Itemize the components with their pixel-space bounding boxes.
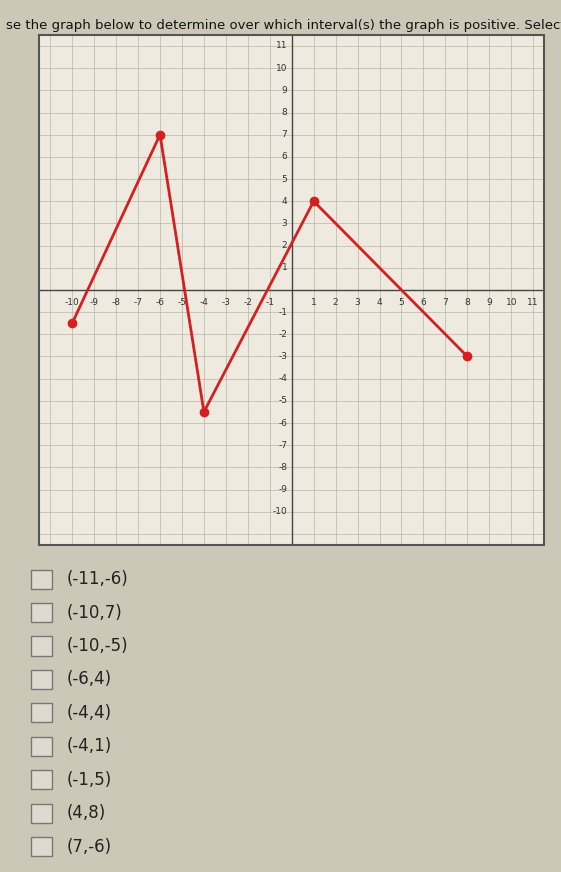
Text: 9: 9: [282, 85, 287, 95]
Text: 4: 4: [377, 297, 383, 307]
Text: 7: 7: [282, 130, 287, 140]
Text: 5: 5: [282, 174, 287, 183]
Text: (-4,4): (-4,4): [66, 704, 111, 722]
Text: -7: -7: [134, 297, 142, 307]
Text: (-6,4): (-6,4): [66, 671, 111, 688]
Text: 8: 8: [282, 108, 287, 117]
Text: -2: -2: [243, 297, 252, 307]
Text: -5: -5: [278, 397, 287, 405]
Text: 6: 6: [421, 297, 426, 307]
Text: -6: -6: [278, 419, 287, 427]
Text: (-10,-5): (-10,-5): [66, 637, 128, 655]
Text: 11: 11: [527, 297, 539, 307]
Text: 1: 1: [282, 263, 287, 272]
Text: (7,-6): (7,-6): [66, 838, 111, 855]
Text: -4: -4: [278, 374, 287, 383]
Text: 2: 2: [333, 297, 338, 307]
Text: -6: -6: [155, 297, 164, 307]
Text: -2: -2: [278, 330, 287, 339]
Text: 10: 10: [276, 64, 287, 72]
Text: 9: 9: [486, 297, 492, 307]
Text: 6: 6: [282, 153, 287, 161]
Text: (-11,-6): (-11,-6): [66, 570, 128, 588]
Text: (-10,7): (-10,7): [66, 603, 122, 622]
Text: se the graph below to determine over which interval(s) the graph is positive. Se: se the graph below to determine over whi…: [6, 19, 561, 32]
Text: -3: -3: [222, 297, 231, 307]
Text: (4,8): (4,8): [66, 804, 105, 822]
Text: (-4,1): (-4,1): [66, 738, 112, 755]
Text: 11: 11: [276, 42, 287, 51]
Text: -1: -1: [278, 308, 287, 317]
Text: 4: 4: [282, 197, 287, 206]
Text: 1: 1: [311, 297, 316, 307]
Text: -8: -8: [278, 463, 287, 472]
Text: 3: 3: [282, 219, 287, 228]
Text: -4: -4: [200, 297, 208, 307]
Text: -9: -9: [90, 297, 99, 307]
Text: 5: 5: [399, 297, 404, 307]
Text: 8: 8: [465, 297, 470, 307]
Text: -7: -7: [278, 440, 287, 450]
Text: (-1,5): (-1,5): [66, 771, 112, 788]
Text: -3: -3: [278, 352, 287, 361]
Text: 10: 10: [505, 297, 517, 307]
Text: -10: -10: [65, 297, 80, 307]
Text: -8: -8: [112, 297, 121, 307]
Text: -5: -5: [177, 297, 186, 307]
Text: -1: -1: [265, 297, 274, 307]
Text: 2: 2: [282, 241, 287, 250]
Text: 7: 7: [443, 297, 448, 307]
Text: -9: -9: [278, 485, 287, 494]
Text: 3: 3: [355, 297, 361, 307]
Text: -10: -10: [273, 508, 287, 516]
